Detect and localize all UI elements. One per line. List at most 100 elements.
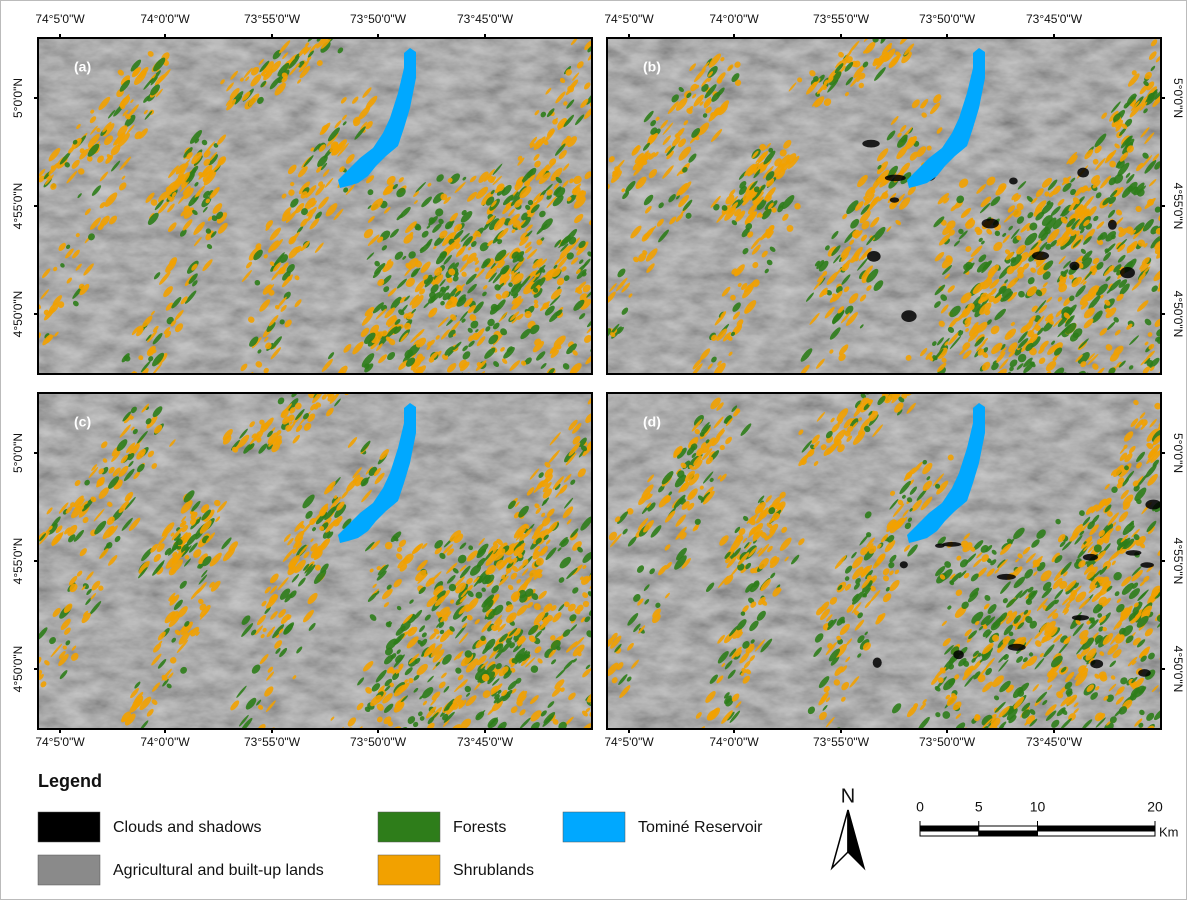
land-cover-patch xyxy=(354,378,363,386)
longitude-label: 74°5'0"W xyxy=(604,735,654,749)
cloud-patch xyxy=(1120,267,1135,278)
cloud-patch xyxy=(900,561,908,568)
cloud-patch xyxy=(890,197,899,202)
cloud-patch xyxy=(885,175,906,182)
land-cover-patch xyxy=(1164,712,1170,718)
land-cover-patch xyxy=(16,341,22,348)
land-cover-patch xyxy=(368,374,376,382)
land-cover-patch xyxy=(821,374,836,390)
scale-segment xyxy=(1038,831,1156,836)
land-cover-patch xyxy=(595,70,606,82)
land-cover-patch xyxy=(882,26,890,34)
arrow-left xyxy=(832,810,848,868)
cloud-patch xyxy=(1072,615,1089,620)
longitude-label: 74°0'0"W xyxy=(709,12,759,26)
land-cover-patch xyxy=(592,248,604,261)
cloud-patch xyxy=(1090,659,1103,668)
cloud-patch xyxy=(942,542,961,547)
latitude-label: 5°0'0"N xyxy=(1171,78,1185,118)
latitude-label: 5°0'0"N xyxy=(11,433,25,473)
longitude-label: 74°0'0"W xyxy=(140,12,190,26)
land-cover-patch xyxy=(592,584,602,596)
map-panel: (b)74°5'0"W74°0'0"W73°55'0"W73°50'0"W73°… xyxy=(583,12,1185,390)
latitude-label: 4°55'0"N xyxy=(11,538,25,585)
cloud-patch xyxy=(1138,669,1151,677)
longitude-label: 73°55'0"W xyxy=(813,735,870,749)
longitude-label: 73°45'0"W xyxy=(1026,12,1083,26)
longitude-label: 73°45'0"W xyxy=(457,735,514,749)
scale-unit: Km xyxy=(1159,824,1179,839)
land-cover-patch xyxy=(906,381,915,391)
land-cover-patch xyxy=(593,508,605,521)
scale-label: 20 xyxy=(1147,799,1163,815)
latitude-label: 4°50'0"N xyxy=(1171,291,1185,338)
legend-label: Agricultural and built-up lands xyxy=(113,862,324,879)
cloud-patch xyxy=(867,251,881,262)
land-cover-patch xyxy=(250,375,264,390)
land-cover-patch xyxy=(598,60,605,67)
longitude-label: 73°55'0"W xyxy=(244,735,301,749)
arrow-right xyxy=(848,810,864,868)
longitude-label: 73°45'0"W xyxy=(1026,735,1083,749)
latitude-label: 4°50'0"N xyxy=(11,646,25,693)
land-cover-patch xyxy=(1161,52,1170,62)
land-cover-patch xyxy=(902,376,912,387)
scale-segment xyxy=(920,831,979,836)
cloud-patch xyxy=(1140,562,1154,568)
longitude-label: 73°50'0"W xyxy=(919,735,976,749)
land-cover-patch xyxy=(991,732,998,740)
scale-label: 0 xyxy=(916,799,924,815)
land-cover-patch xyxy=(1168,400,1176,408)
land-cover-patch xyxy=(1165,68,1173,76)
latitude-label: 4°50'0"N xyxy=(1171,646,1185,693)
latitude-label: 5°0'0"N xyxy=(1171,433,1185,473)
land-cover-patch xyxy=(905,383,914,392)
land-cover-patch xyxy=(598,59,606,67)
map-content xyxy=(595,376,1175,740)
longitude-label: 74°5'0"W xyxy=(35,12,85,26)
cloud-patch xyxy=(1083,554,1098,561)
longitude-label: 74°5'0"W xyxy=(35,735,85,749)
land-cover-patch xyxy=(592,573,601,582)
longitude-label: 74°5'0"W xyxy=(604,12,654,26)
land-cover-patch xyxy=(1165,56,1175,66)
land-cover-patch xyxy=(20,339,28,347)
scale-segment xyxy=(979,826,1038,831)
legend-swatch xyxy=(378,855,440,885)
cloud-patch xyxy=(1008,644,1026,651)
legend-title: Legend xyxy=(38,771,102,791)
legend-label: Shrublands xyxy=(453,862,534,879)
legend-label: Forests xyxy=(453,819,506,836)
cloud-patch xyxy=(982,218,999,228)
cloud-patch xyxy=(935,543,945,547)
north-label: N xyxy=(841,785,855,807)
land-cover-patch xyxy=(595,540,607,553)
cloud-patch xyxy=(1108,220,1117,230)
longitude-label: 73°50'0"W xyxy=(350,12,407,26)
land-cover-patch xyxy=(300,23,312,36)
latitude-label: 4°55'0"N xyxy=(1171,538,1185,585)
land-cover-patch xyxy=(594,31,605,43)
cloud-patch xyxy=(1145,500,1161,510)
land-cover-patch xyxy=(312,384,318,390)
cloud-patch xyxy=(862,140,879,148)
legend: Legend Clouds and shadows Agricultural an… xyxy=(38,771,763,885)
land-cover-patch xyxy=(898,18,912,33)
land-cover-patch xyxy=(532,375,538,381)
land-cover-patch xyxy=(330,17,345,33)
map-panels: (a) 74°5'0"W 74°0'0"W 73°55'0"W 73°50'0"W 73°… xyxy=(11,12,1185,749)
legend-label: Tominé Reservoir xyxy=(638,819,763,836)
scale-label: 5 xyxy=(975,799,983,815)
scale-segment xyxy=(920,826,979,831)
legend-label: Clouds and shadows xyxy=(113,819,262,836)
map-content xyxy=(583,18,1181,390)
panel-label: (d) xyxy=(643,414,661,430)
cloud-patch xyxy=(1069,262,1079,271)
land-cover-patch xyxy=(594,591,603,601)
land-cover-patch xyxy=(1163,132,1178,148)
map-content xyxy=(16,17,612,390)
longitude-label: 73°50'0"W xyxy=(919,12,976,26)
legend-swatch xyxy=(38,855,100,885)
panel-label: (a) xyxy=(74,59,91,75)
panel-label: (b) xyxy=(643,59,661,75)
